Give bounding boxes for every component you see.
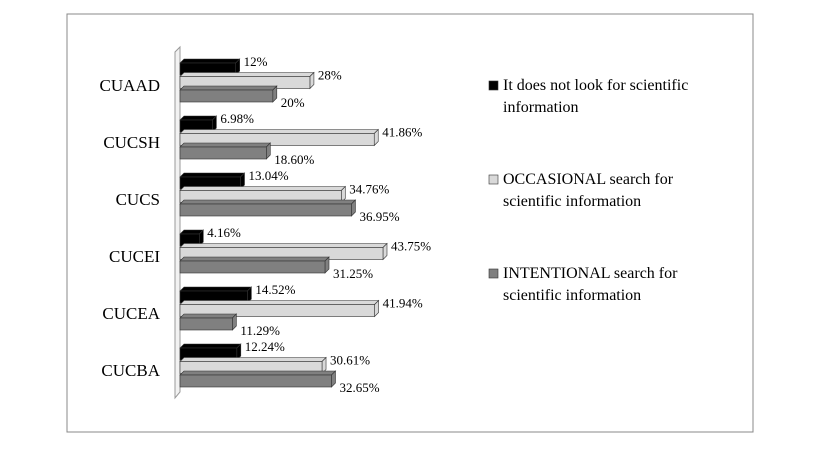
- data-label: 31.25%: [333, 266, 373, 281]
- data-label: 14.52%: [255, 282, 295, 297]
- data-label: 36.95%: [359, 209, 399, 224]
- data-label: 18.60%: [274, 152, 314, 167]
- legend-entry: OCCASIONAL search for scientific informa…: [503, 171, 674, 210]
- bar: [179, 133, 375, 146]
- bar-top: [179, 115, 218, 121]
- legend-entry: It does not look for scientific informat…: [503, 77, 689, 116]
- data-label: 28%: [318, 67, 342, 82]
- data-label: 11.29%: [240, 323, 280, 338]
- bar: [179, 374, 332, 388]
- bar: [179, 304, 375, 317]
- axis-wall: [174, 45, 181, 400]
- bar-top: [179, 286, 253, 292]
- data-label: 32.65%: [339, 380, 379, 395]
- data-label: 6.98%: [220, 111, 254, 126]
- bar-top: [179, 58, 241, 64]
- bar-top: [179, 300, 380, 305]
- data-label: 12.24%: [245, 339, 285, 354]
- legend-marker: [488, 174, 499, 185]
- bar: [179, 317, 233, 331]
- y-tick-label: CUCEA: [102, 304, 160, 323]
- bar-top: [179, 199, 357, 205]
- legend-entry: INTENTIONAL search for scientific inform…: [503, 265, 678, 304]
- bar-top: [179, 343, 242, 349]
- legend-marker: [488, 268, 499, 279]
- bar-top: [179, 357, 327, 362]
- bar-top: [179, 85, 278, 91]
- y-tick-label: CUCSH: [103, 133, 160, 152]
- bar: [179, 203, 352, 217]
- y-tick-label: CUCEI: [109, 247, 160, 266]
- bar-top: [179, 313, 238, 319]
- data-label: 41.86%: [382, 124, 422, 139]
- y-tick-label: CUCS: [116, 190, 160, 209]
- data-label: 13.04%: [249, 168, 289, 183]
- bar: [179, 146, 267, 160]
- legend-marker: [488, 80, 499, 91]
- data-label: 34.76%: [349, 181, 389, 196]
- bar-top: [179, 142, 272, 148]
- bar: [179, 89, 274, 103]
- bar-top: [179, 370, 337, 376]
- bar-top: [179, 129, 379, 134]
- data-label: 41.94%: [383, 295, 423, 310]
- bar-top: [179, 186, 347, 191]
- bar-top: [179, 172, 246, 178]
- y-tick-label: CUAAD: [100, 76, 160, 95]
- data-label: 43.75%: [391, 238, 431, 253]
- data-label: 4.16%: [207, 225, 241, 240]
- bar: [179, 260, 326, 274]
- y-tick-label: CUCBA: [101, 361, 160, 380]
- data-label: 12%: [244, 54, 268, 69]
- data-label: 30.61%: [330, 352, 370, 367]
- bar-top: [179, 256, 330, 262]
- data-label: 20%: [281, 95, 305, 110]
- bar-top: [179, 72, 315, 77]
- bar-top: [179, 243, 388, 248]
